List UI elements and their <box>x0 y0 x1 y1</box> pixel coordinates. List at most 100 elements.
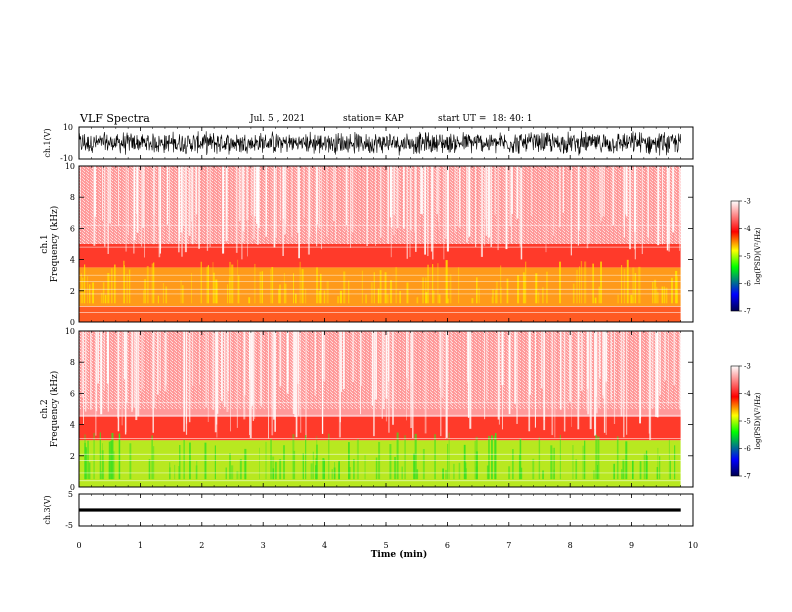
spectrogram-stripe <box>614 331 615 397</box>
spectrogram-stripe <box>279 166 282 221</box>
spectrogram-activity <box>334 461 336 480</box>
spectrogram-activity <box>102 443 103 480</box>
spectrogram-activity <box>617 294 619 304</box>
spectrogram-activity <box>449 274 452 304</box>
spectrogram-activity <box>630 294 633 304</box>
spectrogram-activity <box>389 444 392 480</box>
spectrogram-stripe <box>351 166 354 233</box>
spectrogram-stripe <box>205 331 207 408</box>
spectrogram-activity <box>353 458 355 480</box>
spectrogram-stripe <box>424 331 427 434</box>
spectrogram-stripe <box>392 331 394 425</box>
spectrogram-stripe <box>374 331 377 400</box>
spectrogram-stripe <box>178 166 180 232</box>
spectrogram-activity <box>322 458 325 480</box>
spectrogram-stripe <box>679 166 681 222</box>
spectrogram-activity <box>512 449 514 480</box>
spectrogram-stripe <box>445 331 446 439</box>
spectrogram-activity <box>465 462 467 480</box>
spectrogram-stripe <box>563 331 566 432</box>
spectrogram-stripe <box>659 331 662 396</box>
spectrogram-stripe <box>236 331 238 428</box>
spectrogram-stripe <box>641 166 643 255</box>
spectrogram-stripe <box>420 166 423 214</box>
spectrogram-stripe <box>134 166 136 228</box>
ch3-ytick-top: 5 <box>68 490 73 499</box>
spectrogram-stripe <box>103 331 105 390</box>
spectrogram-stripe <box>125 166 127 252</box>
spectrogram-activity <box>111 432 114 480</box>
spectrogram-stripe <box>133 166 135 254</box>
spectrogram-stripe <box>318 166 321 229</box>
spectrogram-activity <box>326 280 329 304</box>
spectrogram-stripe <box>316 166 318 225</box>
spectrogram-activity <box>270 438 272 480</box>
spectrogram-band-0 <box>79 306 681 322</box>
spectrogram-activity <box>437 263 439 304</box>
spectrogram-activity <box>339 290 342 304</box>
spectrogram-activity <box>652 281 654 304</box>
spectrogram-stripe <box>307 166 310 255</box>
spectrogram-activity <box>207 265 209 304</box>
spectrogram-stripe <box>251 331 254 405</box>
spectrogram-activity <box>180 280 182 304</box>
spectrogram-stripe <box>180 166 183 233</box>
spectrogram-stripe <box>153 166 155 216</box>
colorbar-tick-label: -6 <box>744 280 751 288</box>
spectrogram-activity <box>597 464 598 480</box>
spectrogram-activity <box>427 264 429 304</box>
spectrogram-activity <box>88 462 91 480</box>
spectrogram-activity <box>153 262 155 304</box>
spectrogram-activity <box>323 290 326 304</box>
spectrogram-stripe <box>633 166 636 232</box>
spectrogram-activity <box>492 289 494 304</box>
ch2-colorbar-ticks: -3 -4 -5 -6 -7 <box>739 363 751 481</box>
spectrogram-stripe <box>511 166 513 215</box>
spectrogram-stripe <box>569 331 572 402</box>
spectrogram-stripe <box>158 166 161 258</box>
spectrogram-stripe <box>131 331 133 412</box>
spectrogram-activity <box>143 290 144 304</box>
spectrogram-activity <box>316 444 318 480</box>
spectrogram-activity <box>343 271 346 304</box>
spectrogram-stripe <box>466 166 468 243</box>
spectrogram-activity <box>634 273 637 304</box>
spectrogram-stripe <box>483 166 486 246</box>
spectrogram-stripe <box>578 331 580 399</box>
spectrogram-stripe <box>142 331 144 389</box>
spectrogram-activity <box>151 435 153 480</box>
spectrogram-activity <box>107 273 110 304</box>
spectrogram-stripe <box>571 331 572 427</box>
spectrogram-activity <box>538 437 541 480</box>
spectrogram-stripe <box>396 166 399 229</box>
spectrogram-activity <box>92 291 94 304</box>
spectrogram-stripe <box>403 166 405 229</box>
spectrogram-stripe <box>679 166 680 251</box>
spectrogram-stripe <box>505 166 508 250</box>
spectrogram-activity <box>118 433 121 480</box>
spectrogram-stripe <box>199 331 200 385</box>
spectrogram-activity <box>500 287 502 304</box>
spectrogram-stripe <box>298 166 300 259</box>
spectrogram-activity <box>80 273 82 304</box>
spectrogram-stripe <box>490 166 492 247</box>
spectrogram-activity <box>395 267 398 304</box>
spectrogram-stripe <box>516 331 518 424</box>
spectrogram-activity <box>312 451 314 480</box>
spectrogram-stripe <box>655 331 657 417</box>
ch1-ytick-top: 10 <box>63 123 73 132</box>
spectrogram-activity <box>348 280 350 304</box>
spectrogram-activity <box>553 469 555 480</box>
spectrogram-stripe <box>183 331 186 432</box>
spectrogram-activity <box>174 464 176 480</box>
spectrogram-activity <box>93 433 95 480</box>
spectrogram-activity <box>370 282 373 304</box>
spectrogram-stripe <box>603 166 605 216</box>
spectrogram-stripe <box>393 166 396 215</box>
spectrogram-stripe <box>221 331 223 402</box>
spectrogram-stripe <box>126 331 128 403</box>
spectrogram-activity <box>520 467 523 480</box>
spectrogram-activity <box>151 263 154 304</box>
spectrogram-activity <box>575 459 578 480</box>
spectrogram-activity <box>639 461 642 480</box>
